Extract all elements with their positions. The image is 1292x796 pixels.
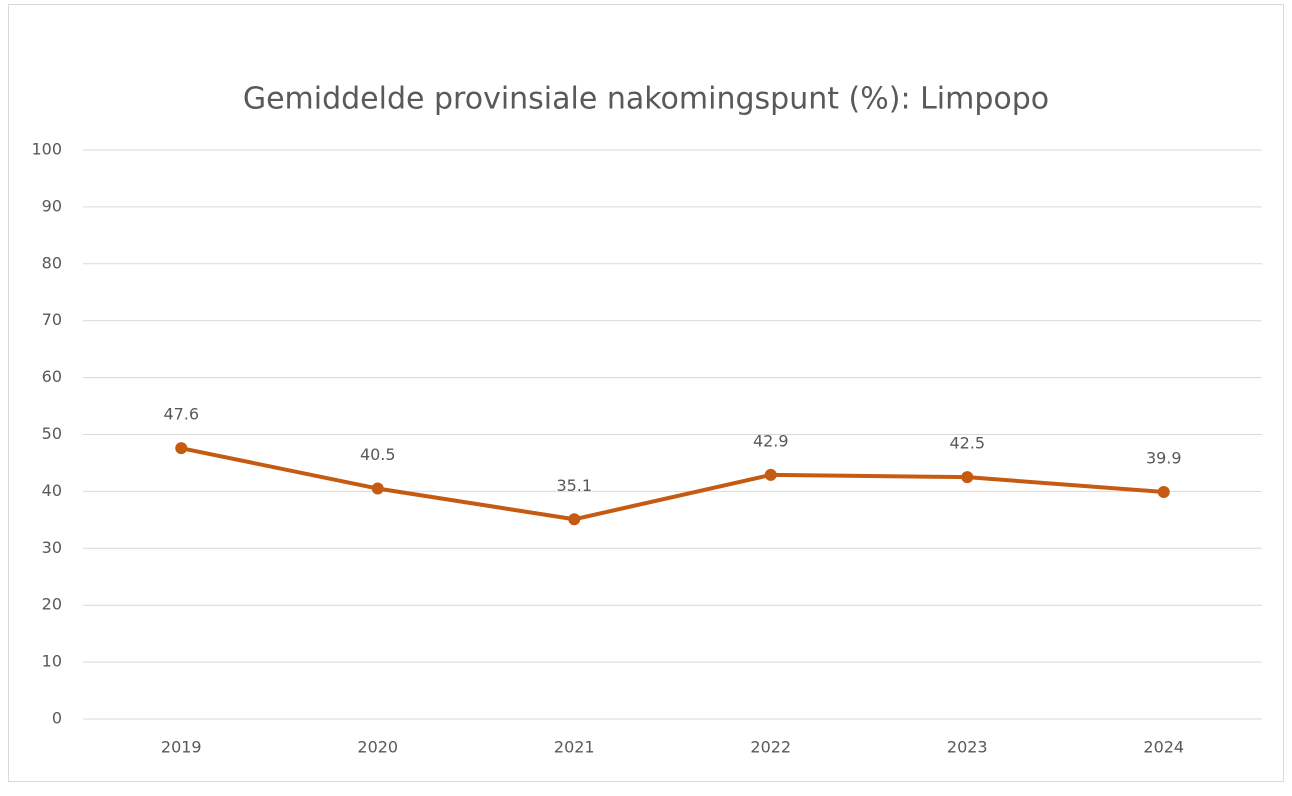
data-label: 47.6: [163, 405, 199, 424]
y-tick-label: 20: [42, 595, 62, 614]
data-label: 39.9: [1146, 448, 1182, 467]
x-tick-label: 2023: [947, 738, 988, 757]
x-tick-label: 2019: [161, 738, 202, 757]
y-tick-label: 40: [42, 481, 62, 500]
chart-title: Gemiddelde provinsiale nakomingspunt (%)…: [243, 82, 1049, 117]
y-tick-label: 0: [52, 709, 62, 728]
y-tick-label: 10: [42, 652, 62, 671]
data-label: 42.9: [753, 431, 789, 450]
marker: [175, 442, 188, 455]
x-tick-label: 2021: [554, 738, 595, 757]
line: [180, 446, 1164, 522]
y-tick-label: 70: [42, 310, 62, 329]
chart-border: [8, 4, 1284, 782]
data-label: 40.5: [360, 445, 396, 464]
y-tick-label: 80: [42, 253, 62, 272]
x-tick-label: 2022: [750, 738, 791, 757]
y-tick-label: 60: [42, 367, 62, 386]
data-label: 35.1: [556, 476, 592, 495]
data-label: 42.5: [949, 434, 985, 453]
marker: [568, 513, 581, 526]
x-tick-label: 2020: [357, 738, 398, 757]
marker: [764, 468, 777, 481]
y-tick-label: 30: [42, 538, 62, 557]
marker: [1157, 485, 1170, 498]
marker: [961, 471, 974, 484]
y-tick-label: 100: [31, 140, 62, 159]
y-tick-label: 90: [42, 196, 62, 215]
y-tick-label: 50: [42, 424, 62, 443]
x-tick-label: 2024: [1143, 738, 1184, 757]
marker: [371, 482, 384, 495]
